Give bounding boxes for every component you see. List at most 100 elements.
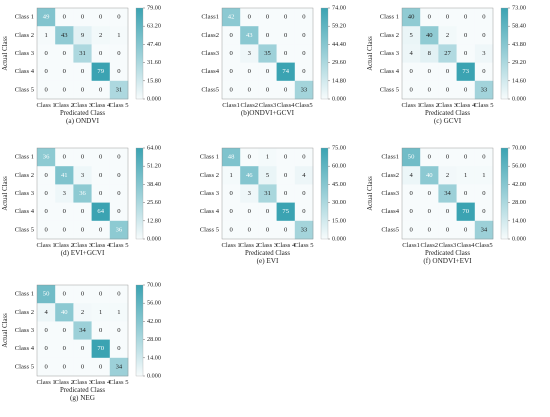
matrix-cell (91, 148, 111, 167)
colorbar-tick-label: 29.20 (512, 59, 526, 66)
x-tick-label: Class 1 (36, 242, 55, 249)
y-tick-label: Class 3 (15, 190, 35, 197)
matrix-cell (438, 148, 457, 167)
colorbar (500, 7, 509, 100)
matrix-cell (73, 303, 92, 322)
colorbar-tick-label: 25.60 (147, 199, 161, 206)
cell-value-label: 0 (44, 363, 48, 370)
y-tick-label: Class5 (201, 86, 219, 93)
y-tick-label: Class4 (381, 208, 399, 215)
y-tick-label: Class 2 (380, 32, 399, 39)
matrix-cell (420, 62, 439, 82)
cell-value-label: 0 (302, 50, 306, 57)
cell-value-label: 41 (61, 172, 68, 179)
cell-value-label: 40 (61, 309, 68, 316)
matrix-cell (91, 202, 111, 222)
matrix-cell (438, 80, 457, 100)
matrix-cell (37, 80, 56, 100)
cell-value-label: 4 (409, 50, 413, 57)
x-tick-label: Class 3 (438, 102, 458, 109)
x-tick-label: Class1 (222, 102, 240, 109)
matrix-cell (456, 26, 476, 45)
cell-value-label: 64 (97, 208, 104, 215)
colorbar-tick-label: 42.00 (512, 181, 526, 188)
matrix-cell (258, 44, 277, 63)
cell-value-label: 34 (444, 190, 451, 197)
matrix-cell (37, 62, 56, 82)
matrix-cell (240, 62, 259, 82)
matrix-cell (222, 166, 241, 185)
cell-value-label: 0 (464, 226, 468, 233)
colorbar-tick-label: 64.00 (147, 145, 161, 152)
x-tick-label: Class3 (259, 102, 277, 109)
cell-value-label: 0 (409, 208, 413, 215)
matrix-cell (474, 166, 494, 185)
x-tick-label: Class 4 (91, 102, 111, 109)
matrix-border (401, 147, 494, 240)
x-tick-label: Class2 (241, 102, 259, 109)
matrix-cell (109, 285, 129, 304)
panel-caption: (a) ONDVI (66, 117, 100, 125)
matrix-cell (276, 8, 296, 27)
matrix-cell (91, 285, 111, 304)
cell-value-label: 0 (44, 68, 48, 75)
y-tick-label: Class 5 (380, 86, 400, 93)
colorbar (320, 147, 329, 240)
colorbar (135, 284, 144, 377)
matrix-cell (240, 26, 259, 45)
matrix-cell (294, 80, 314, 100)
matrix-cell (276, 202, 296, 222)
matrix-cell (55, 184, 74, 203)
matrix-cell (55, 44, 74, 63)
matrix-cell (37, 148, 56, 167)
matrix-cell (420, 8, 439, 27)
matrix-cell (109, 357, 129, 377)
cell-value-label: 0 (99, 14, 103, 21)
matrix-cell (258, 220, 277, 240)
cell-value-label: 0 (428, 154, 432, 161)
colorbar-tick-label: 14.80 (332, 77, 346, 84)
y-tick-label: Class 2 (15, 172, 34, 179)
x-tick-label: Class5 (475, 242, 493, 249)
matrix-cell (222, 62, 241, 82)
matrix-cell (37, 8, 56, 27)
y-axis-label: Actual Class (2, 176, 9, 211)
x-tick-label: Class2 (421, 242, 439, 249)
matrix-cell (91, 8, 111, 27)
matrix-cell (456, 184, 476, 203)
cell-value-label: 0 (229, 226, 233, 233)
colorbar-tick-label: 47.40 (147, 41, 161, 48)
matrix-cell (222, 184, 241, 203)
cell-value-label: 0 (81, 363, 85, 370)
y-tick-label: Class3 (201, 50, 219, 57)
colorbar-tick-label: 44.40 (332, 41, 346, 48)
matrix-cell (474, 184, 494, 203)
matrix-cell (456, 220, 476, 240)
matrix-cell (73, 62, 92, 82)
cell-value-label: 4 (302, 172, 306, 179)
cell-value-label: 0 (266, 208, 270, 215)
matrix-cell (109, 44, 129, 63)
matrix-cell (240, 166, 259, 185)
y-tick-label: Class 1 (15, 154, 34, 161)
colorbar-tick-label: 15.80 (147, 77, 161, 84)
colorbar-tick-label: 58.40 (512, 23, 526, 30)
x-axis-label: Predicated Class (245, 250, 290, 257)
matrix-cell (37, 321, 56, 340)
x-tick-label: Class4 (457, 242, 475, 249)
cell-value-label: 0 (63, 226, 67, 233)
matrix-cell (240, 148, 259, 167)
cell-value-label: 35 (264, 50, 271, 57)
cell-value-label: 0 (99, 86, 103, 93)
matrix-cell (294, 148, 314, 167)
cell-value-label: 0 (446, 14, 450, 21)
x-axis-label: Predicated Class (425, 250, 470, 257)
cell-value-label: 0 (266, 14, 270, 21)
matrix-cell (402, 80, 421, 100)
cell-value-label: 1 (117, 309, 120, 316)
cell-value-label: 0 (99, 363, 103, 370)
cell-value-label: 0 (446, 68, 450, 75)
matrix-cell (474, 62, 494, 82)
cell-value-label: 0 (63, 327, 67, 334)
cell-value-label: 0 (409, 86, 413, 93)
